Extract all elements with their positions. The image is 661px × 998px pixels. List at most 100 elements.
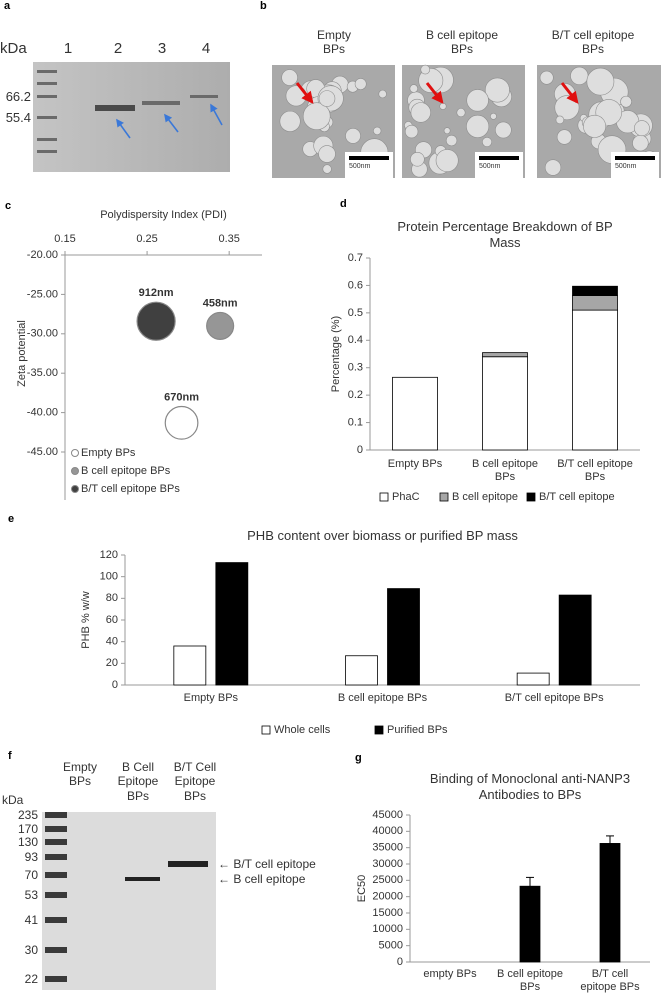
bar (572, 309, 618, 451)
tem-particle (281, 69, 298, 86)
blot-band (125, 877, 160, 881)
x-tick-label: 0.35 (218, 233, 239, 245)
legend-marker (71, 467, 79, 475)
tem-particle (570, 66, 589, 85)
ladder-label: 53 (24, 888, 38, 902)
y-tick-label: 0.7 (348, 252, 363, 264)
ladder-band (45, 826, 67, 832)
bar (572, 285, 618, 296)
tem-particle (404, 124, 419, 139)
legend-label: B/T cell epitope (539, 491, 615, 503)
tem-particle (556, 129, 572, 145)
tem-particle (420, 64, 431, 75)
tem-particle (410, 102, 431, 123)
lane-label: 2 (113, 40, 123, 57)
y-tick-label: 0 (357, 444, 363, 456)
ladder-band (45, 976, 67, 982)
tem-particle (583, 114, 607, 138)
ladder-label: 170 (17, 822, 38, 836)
y-tick-label: 0.6 (348, 279, 363, 291)
bubble (136, 301, 176, 341)
tem-particle (632, 134, 649, 152)
x-tick-label: B cell epitope BPs (496, 968, 564, 994)
y-tick-label: 30000 (372, 858, 403, 870)
error-bar (606, 835, 614, 852)
legend-marker (71, 485, 79, 493)
marker-label: 55.4 (5, 110, 31, 125)
tem-particle (439, 102, 447, 110)
tem-particle (482, 136, 493, 147)
tem-particle (555, 115, 565, 125)
y-tick-label: -35.00 (27, 367, 58, 379)
gel-a-bands (37, 70, 218, 153)
bar (599, 843, 621, 963)
unit-label: kDa (2, 793, 24, 807)
tem-particle (302, 102, 331, 130)
y-axis-label: Percentage (%) (330, 316, 342, 392)
bar (482, 352, 528, 358)
legend-label: B cell epitope BPs (81, 465, 171, 477)
y-axis-label: Zeta potential (16, 320, 28, 387)
y-axis-label: PHB % w/w (80, 591, 92, 649)
scale-label: 500nm (349, 163, 371, 170)
chart-title: Binding of Monoclonal anti-NANP3 Antibod… (429, 771, 631, 802)
scale-bar (479, 156, 519, 160)
bar (345, 655, 378, 686)
y-tick-label: 60 (106, 614, 118, 626)
band-label: ← B cell epitope (218, 872, 306, 886)
y-tick-label: 20000 (372, 891, 403, 903)
red-arrow (295, 82, 314, 104)
y-tick-label: 0.2 (348, 389, 363, 401)
legend-swatch (526, 492, 536, 502)
panel-label: c (5, 200, 12, 212)
y-tick-label: 15000 (372, 907, 403, 919)
lane-label: B Cell Epitope BPs (117, 760, 159, 803)
lane-label: 3 (157, 40, 167, 57)
ladder-band (45, 892, 67, 898)
bar (482, 356, 528, 451)
tem-particle (345, 128, 361, 144)
tem-particle (409, 84, 418, 93)
tem-particle (586, 67, 615, 96)
tem-particle (445, 134, 458, 147)
y-tick-label: 40000 (372, 825, 403, 837)
x-axis-label: Polydispersity Index (PDI) (100, 209, 227, 221)
legend-swatch (379, 492, 389, 502)
tem-particle (318, 145, 336, 163)
legend-swatch (374, 725, 384, 735)
legend-label: B/T cell epitope BPs (81, 483, 180, 495)
panel-label: e (8, 513, 15, 525)
y-tick-label: 0.3 (348, 362, 363, 374)
y-tick-label: -30.00 (27, 328, 58, 340)
panel-label: g (355, 752, 362, 764)
y-tick-label: 0 (112, 679, 118, 691)
bar (387, 588, 420, 686)
y-tick-label: 20 (106, 657, 118, 669)
scale-label: 500nm (479, 163, 501, 170)
bar (519, 885, 541, 963)
ladder-band (45, 854, 67, 860)
red-arrow (560, 82, 579, 104)
bubble (164, 405, 199, 440)
legend-label: Empty BPs (81, 447, 136, 459)
tem-particle (279, 110, 301, 132)
image-title: Empty BPs (316, 28, 351, 57)
scale-bar (615, 156, 655, 160)
tem-particle (378, 89, 387, 99)
y-axis-label: EC50 (356, 875, 368, 903)
tem-particle (418, 68, 444, 93)
legend-label: Whole cells (274, 724, 331, 736)
bubble-label: 458nm (203, 297, 238, 309)
ladder-label: 30 (24, 943, 38, 957)
marker-label: 66.2 (5, 89, 31, 104)
y-tick-label: 0.1 (348, 416, 363, 428)
tem-particle (410, 152, 425, 167)
legend-label: PhaC (392, 491, 420, 503)
ladder-label: 93 (24, 850, 38, 864)
tem-particle (322, 164, 332, 174)
bubble (206, 311, 235, 341)
panel-label: b (260, 0, 267, 12)
ladder-label: 130 (17, 835, 38, 849)
legend-label: B cell epitope (452, 491, 518, 503)
error-bar (526, 876, 534, 896)
